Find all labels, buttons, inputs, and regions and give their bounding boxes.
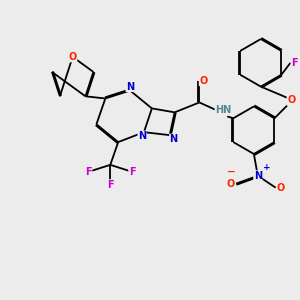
Text: −: − xyxy=(227,167,236,177)
Text: O: O xyxy=(287,95,296,106)
Text: +: + xyxy=(263,163,271,172)
Text: F: F xyxy=(291,58,298,68)
Text: O: O xyxy=(199,76,208,85)
Text: O: O xyxy=(68,52,77,62)
Text: N: N xyxy=(126,82,134,92)
Text: N: N xyxy=(169,134,178,144)
Text: HN: HN xyxy=(215,105,231,116)
Text: F: F xyxy=(129,167,135,177)
Text: F: F xyxy=(107,180,114,190)
Text: O: O xyxy=(227,179,235,189)
Text: O: O xyxy=(277,183,285,193)
Text: N: N xyxy=(254,171,262,181)
Text: N: N xyxy=(138,131,146,141)
Text: F: F xyxy=(85,167,92,177)
